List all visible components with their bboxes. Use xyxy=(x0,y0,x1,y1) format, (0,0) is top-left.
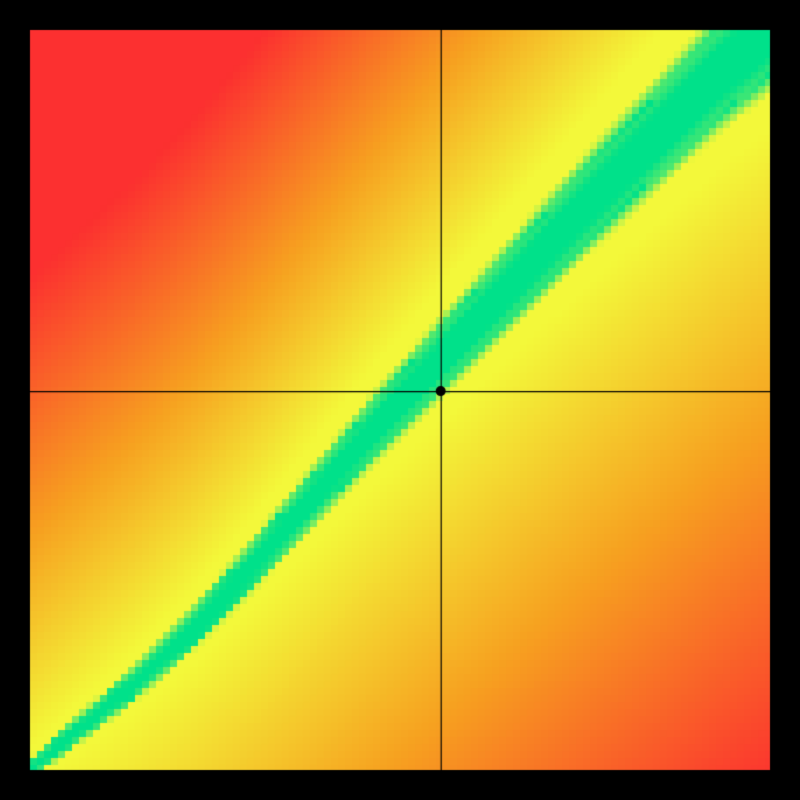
bottleneck-heatmap xyxy=(0,0,800,800)
watermark-text: TheBottleneck.com xyxy=(565,6,768,32)
